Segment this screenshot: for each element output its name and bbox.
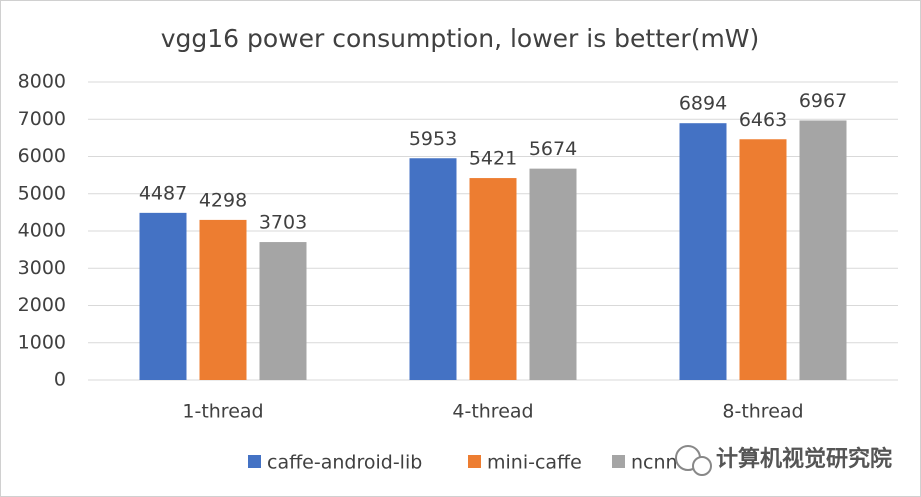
bar	[529, 168, 577, 380]
data-label: 5953	[409, 128, 457, 150]
bar	[259, 242, 307, 380]
bar	[739, 139, 787, 380]
data-label: 5421	[469, 148, 517, 170]
legend-swatch	[248, 455, 261, 468]
y-tick-label: 8000	[18, 71, 66, 93]
x-tick-label: 8-thread	[722, 401, 803, 423]
y-tick-label: 4000	[18, 220, 66, 242]
legend-label: ncnn	[631, 452, 678, 474]
bar	[409, 158, 457, 380]
bar	[469, 178, 517, 380]
x-tick-label: 4-thread	[452, 401, 533, 423]
bar	[199, 219, 247, 380]
legend-label: caffe-android-lib	[267, 452, 422, 474]
y-tick-label: 2000	[18, 294, 66, 316]
y-tick-label: 5000	[18, 182, 66, 204]
y-tick-label: 1000	[18, 331, 66, 353]
y-tick-label: 3000	[18, 257, 66, 279]
data-label: 6463	[739, 109, 787, 131]
bar	[139, 212, 187, 380]
data-label: 3703	[259, 212, 307, 234]
watermark-icon-bubble	[692, 456, 712, 476]
data-label: 4298	[199, 189, 247, 211]
bar	[799, 120, 847, 380]
bar	[679, 123, 727, 381]
y-tick-label: 6000	[18, 145, 66, 167]
data-label: 4487	[139, 182, 187, 204]
data-label: 5674	[529, 138, 577, 160]
watermark: 计算机视觉研究院	[716, 446, 892, 472]
chart-title: vgg16 power consumption, lower is better…	[161, 24, 760, 53]
y-tick-label: 0	[54, 369, 66, 391]
x-tick-label: 1-thread	[182, 401, 263, 423]
y-tick-label: 7000	[18, 108, 66, 130]
data-label: 6894	[679, 93, 727, 115]
legend-swatch	[612, 455, 625, 468]
legend-swatch	[468, 455, 481, 468]
legend-label: mini-caffe	[487, 452, 582, 474]
data-label: 6967	[799, 90, 847, 112]
